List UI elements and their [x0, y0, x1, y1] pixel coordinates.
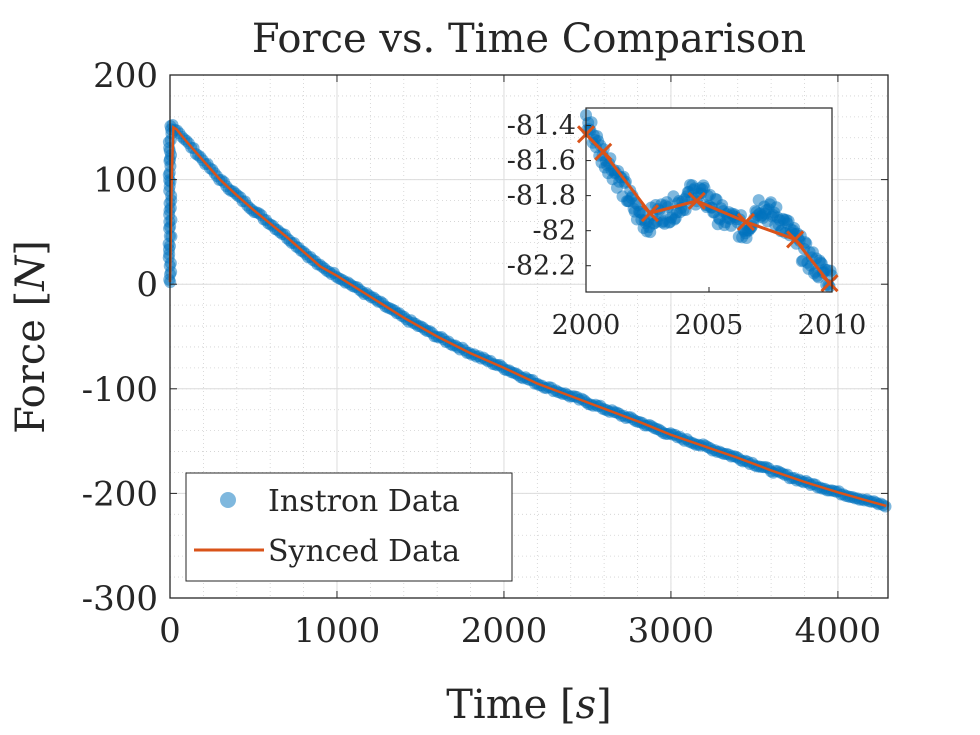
inset-synced-marker: [594, 142, 613, 161]
inset-x-tick-label: 2010: [798, 310, 867, 341]
x-axis-label-close: ]: [596, 682, 612, 728]
y-tick-label: 100: [93, 161, 158, 201]
x-tick-label: 1000: [294, 611, 381, 651]
legend-label-instron: Instron Data: [268, 484, 460, 519]
inset-synced-marker: [820, 274, 839, 293]
x-tick-label: 0: [159, 611, 181, 651]
x-axis-label-var: s: [576, 682, 597, 728]
y-axis-label: Force [N]: [8, 240, 54, 434]
inset-y-tick-label: -81.8: [507, 181, 576, 212]
inset-synced-marker: [640, 204, 660, 223]
legend: Instron Data Synced Data: [185, 472, 513, 582]
inset-synced-marker: [786, 230, 805, 249]
inset-instron-point: [770, 201, 783, 214]
legend-label-synced: Synced Data: [268, 534, 460, 569]
inset-instron-point: [585, 116, 598, 129]
x-tick-label: 3000: [628, 611, 715, 651]
main-series-layer: [162, 119, 892, 513]
y-tick-label: -200: [82, 474, 158, 514]
inset-y-tick-label: -81.4: [507, 111, 576, 142]
main-axes-box: [169, 74, 889, 599]
inset-y-tick-label: -81.6: [507, 146, 576, 177]
y-tick-label: 0: [136, 265, 158, 305]
y-axis-label-close: ]: [8, 240, 54, 256]
x-axis-label-text: Time [: [446, 682, 575, 728]
legend-box: [185, 472, 513, 582]
x-tick-label: 2000: [461, 611, 548, 651]
inset-ticks: 2000 2005 2010 -81.4 -81.6 -81.8 -82 -82.2: [507, 111, 867, 341]
inset-x-tick-label: 2000: [552, 310, 621, 341]
chart-title: Force vs. Time Comparison: [252, 16, 806, 62]
synced-line: [168, 125, 887, 508]
y-axis-label-var: N: [8, 254, 54, 292]
x-axis-label: Time [s]: [446, 682, 612, 728]
inset-synced-marker: [687, 191, 706, 210]
y-tick-label: -100: [82, 370, 158, 410]
y-tick-label: -300: [82, 579, 158, 619]
y-tick-label: 200: [93, 56, 158, 96]
y-axis-label-text: Force [: [8, 291, 54, 434]
x-tick-label: 4000: [795, 611, 882, 651]
legend-marker-instron: [220, 492, 236, 508]
inset-chart: 2000 2005 2010 -81.4 -81.6 -81.8 -82 -82.2: [507, 107, 867, 341]
inset-series-layer: [576, 109, 839, 293]
inset-y-tick-label: -82: [533, 216, 576, 247]
inset-synced-marker: [736, 212, 755, 231]
inset-y-tick-label: -82.2: [507, 251, 576, 282]
inset-x-tick-label: 2005: [675, 310, 744, 341]
inset-instron-point: [597, 143, 610, 156]
